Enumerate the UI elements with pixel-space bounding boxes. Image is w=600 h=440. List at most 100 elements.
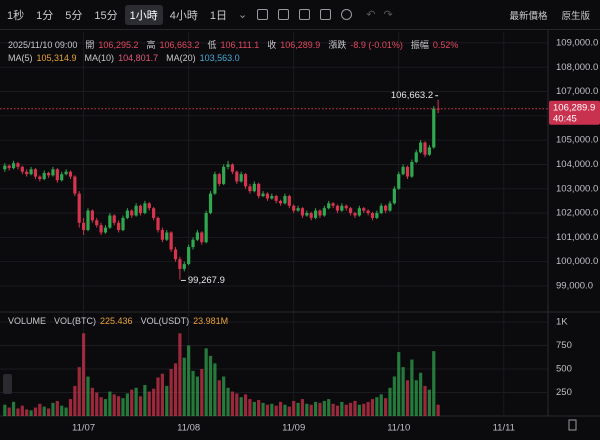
volume-bar <box>392 376 396 416</box>
volume-bar <box>226 387 230 416</box>
volume-bar <box>55 400 59 416</box>
volume-bar <box>173 363 178 416</box>
volume-label: VOL(BTC) <box>54 316 97 326</box>
volume-bar <box>42 406 46 416</box>
volume-bar <box>419 372 423 416</box>
candle-body <box>248 186 252 192</box>
volume-title: VOLUME <box>8 316 47 326</box>
undo-icon[interactable]: ↶ <box>366 9 376 21</box>
volume-bar <box>370 399 375 416</box>
legend-value: 106,663.2 <box>159 39 200 50</box>
candle-body <box>344 205 348 209</box>
candle-body <box>366 210 370 214</box>
volume-bar <box>357 404 361 416</box>
draw-icon[interactable] <box>278 9 290 20</box>
scroll-left-button[interactable] <box>3 374 12 394</box>
volume-bar <box>235 393 239 416</box>
volume-bar <box>318 402 322 416</box>
y-tick-label: 107,000.0 <box>556 86 598 97</box>
volume-bar <box>46 408 51 416</box>
candle-body <box>195 232 200 240</box>
volume-bar <box>292 400 296 416</box>
indicator-icon[interactable] <box>257 9 269 20</box>
candle-body <box>379 205 383 214</box>
candle-body <box>348 208 353 214</box>
interval-button[interactable]: 15分 <box>94 9 118 22</box>
candle-body <box>20 166 24 172</box>
volume-bar <box>121 398 125 416</box>
legend-label: 低 <box>207 40 217 50</box>
reset-icon[interactable] <box>568 419 577 431</box>
interval-button[interactable]: 1秒 <box>7 9 25 22</box>
candle-body <box>178 259 182 269</box>
compare-icon[interactable] <box>320 9 332 20</box>
candle-body <box>270 196 274 199</box>
volume-bar <box>125 393 129 416</box>
candle-body <box>261 193 265 197</box>
candle-body <box>173 249 178 260</box>
candle-body <box>419 142 423 153</box>
candle-body <box>147 203 151 209</box>
volume-bar <box>7 407 11 416</box>
interval-button[interactable]: 5分 <box>65 9 83 22</box>
candle-body <box>335 205 340 211</box>
candle-body <box>230 164 235 172</box>
legend-label: 振幅 <box>410 40 429 50</box>
candle-body <box>64 171 68 175</box>
interval-button[interactable]: 4小時 <box>169 9 198 22</box>
y-tick-label: 108,000.0 <box>556 62 598 73</box>
volume-bar <box>427 389 431 416</box>
candle-body <box>143 203 147 214</box>
candle-body <box>38 176 42 180</box>
legend-label: 收 <box>267 40 277 50</box>
volume-bar <box>353 400 357 416</box>
candle-body <box>165 232 169 240</box>
legend-value: 106,289.9 <box>280 39 321 50</box>
candle-body <box>29 169 33 175</box>
candle-body <box>11 163 16 169</box>
dropdown-icon[interactable]: ⌄ <box>238 9 248 21</box>
volume-bar <box>195 376 200 416</box>
settings-icon[interactable] <box>341 9 353 20</box>
candle-body <box>130 210 134 216</box>
interval-button[interactable]: 1日 <box>209 9 227 22</box>
volume-bar <box>90 387 94 416</box>
y-tick-label: 100,000.0 <box>556 256 598 267</box>
interval-button[interactable]: 1分 <box>36 9 54 22</box>
volume-bar <box>436 404 440 416</box>
version[interactable]: 原生版 <box>561 10 590 22</box>
candle-body <box>353 213 357 216</box>
candle-body <box>397 174 401 189</box>
volume-bar <box>16 408 20 416</box>
redo-icon[interactable]: ↷ <box>383 9 393 21</box>
y-tick-label: 104,000.0 <box>556 159 598 170</box>
candle-body <box>55 169 59 181</box>
candle-body <box>51 169 55 176</box>
y-tick-label: 101,000.0 <box>556 232 598 243</box>
candle-body <box>160 230 164 240</box>
volume-bar <box>313 401 318 416</box>
volume-bar <box>432 351 436 416</box>
volume-bar <box>130 389 134 416</box>
volume-bar <box>29 410 33 416</box>
layout-icon[interactable] <box>299 9 311 20</box>
candle-body <box>60 174 64 181</box>
volume-bar <box>270 403 274 416</box>
volume-bar <box>414 380 418 416</box>
volume-bar <box>200 368 204 416</box>
volume-bar <box>187 345 191 416</box>
interval-button[interactable]: 1小時 <box>124 4 163 25</box>
candle-body <box>283 196 287 204</box>
price-mode[interactable]: 最新價格 <box>509 10 548 22</box>
volume-bar <box>366 401 370 416</box>
volume-bar <box>25 409 29 416</box>
volume-bar <box>108 391 112 416</box>
volume-legend: VOLUME VOL(BTC) 225.436 VOL(USDT) 23.981M <box>8 316 232 326</box>
volume-bar <box>335 405 340 416</box>
candle-body <box>217 174 221 184</box>
volume-bar <box>82 333 86 416</box>
volume-bar <box>340 401 344 416</box>
high-annotation: 106,663.2 <box>391 90 433 101</box>
candle-body <box>191 239 195 248</box>
